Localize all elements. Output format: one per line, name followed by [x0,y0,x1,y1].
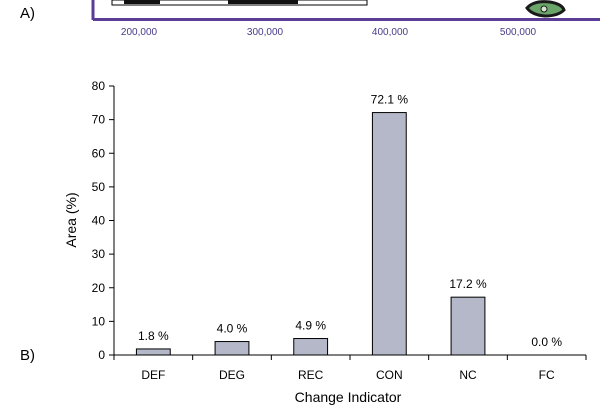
bar-nc [450,296,486,356]
bar-def [135,348,171,356]
panel-a-tick-3: 400,000 [372,27,409,38]
data-label: 4.9 % [295,319,326,333]
x-tick-label: FC [539,368,555,382]
data-label: 1.8 % [138,329,169,343]
data-label: 72.1 % [371,93,409,107]
y-axis: 0 10 20 30 40 50 60 70 80 [92,79,115,362]
bars: 1.8 % 4.0 % 4.9 % 72.1 % 17.2 % 0.0 % [135,93,562,356]
bar-con [371,112,407,356]
y-tick-label: 70 [92,113,106,127]
map-scalebar-segment-1 [124,0,160,4]
y-tick-label: 30 [92,247,106,261]
y-tick-label: 20 [92,281,106,295]
data-label: 0.0 % [531,335,562,349]
y-tick-label: 40 [92,214,106,228]
data-label: 17.2 % [449,277,487,291]
panel-b-label: B) [20,347,35,364]
panel-a-tick-2: 300,000 [247,27,284,38]
y-tick-label: 0 [98,348,105,362]
x-tick-label: CON [376,368,403,382]
data-label: 4.0 % [217,322,248,336]
x-tick-label: NC [459,368,477,382]
map-scalebar-segment-2 [228,0,298,4]
x-axis: DEF DEG REC CON NC FC [113,354,587,382]
panel-a: A) 200,000 300,000 400,000 500,000 [20,0,600,38]
x-tick-label: DEF [141,368,165,382]
y-tick-label: 50 [92,180,106,194]
y-tick-label: 60 [92,146,106,160]
x-tick-label: REC [298,368,324,382]
y-axis-title: Area (%) [63,192,79,247]
bar-rec [293,338,329,356]
panel-b: B) 0 10 20 30 40 50 60 70 80 DEF DEG REC CON NC FC 1.… [20,79,587,405]
panel-a-tick-1: 200,000 [121,27,158,38]
bar-deg [214,341,250,356]
x-tick-label: DEG [219,368,245,382]
map-inset-globe [525,0,566,18]
panel-a-label: A) [20,5,35,22]
panel-a-tick-4: 500,000 [500,27,537,38]
y-tick-label: 80 [92,79,106,93]
y-tick-label: 10 [92,314,106,328]
x-axis-title: Change Indicator [295,389,402,405]
